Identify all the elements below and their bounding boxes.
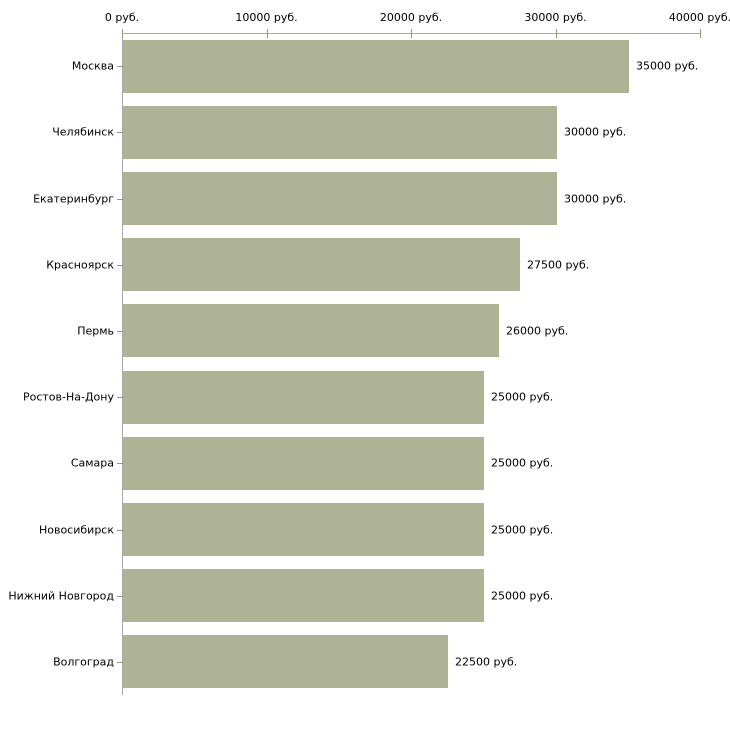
bar-value-label: 22500 руб. xyxy=(455,655,518,669)
y-axis-category-label: Ростов-На-Дону xyxy=(22,390,114,404)
bar-value-label: 25000 руб. xyxy=(491,390,554,404)
x-axis-tick xyxy=(700,29,701,38)
y-axis-tick xyxy=(117,397,123,398)
bar-value-label: 26000 руб. xyxy=(506,324,569,338)
bar-value-label: 30000 руб. xyxy=(564,192,627,205)
x-axis-tick xyxy=(555,29,557,38)
bar-value-label: 25000 руб. xyxy=(491,589,554,603)
x-axis-tick-label: 20000 руб. xyxy=(379,11,443,24)
bar[interactable] xyxy=(123,371,484,424)
y-axis-category-label: Нижний Новгород xyxy=(8,589,114,603)
bar[interactable] xyxy=(123,172,557,225)
y-axis-category-label: Екатеринбург xyxy=(33,192,114,205)
bar[interactable] xyxy=(123,40,629,93)
y-axis-tick xyxy=(117,199,123,200)
y-axis-tick xyxy=(117,596,123,597)
y-axis-category-label: Пермь xyxy=(77,324,114,338)
x-axis-tick-label: 10000 руб. xyxy=(235,11,298,24)
x-axis-tick-label: 30000 руб. xyxy=(524,11,587,24)
bar-value-label: 27500 руб. xyxy=(527,258,590,272)
y-axis-tick xyxy=(117,265,123,266)
bar[interactable] xyxy=(123,106,557,159)
y-axis-category-label: Волгоград xyxy=(53,655,114,669)
y-axis-category-label: Новосибирск xyxy=(38,523,114,536)
bar[interactable] xyxy=(123,635,448,688)
bar-value-label: 30000 руб. xyxy=(564,125,627,139)
x-axis-tick-label: 0 руб. xyxy=(104,11,140,24)
x-axis-tick xyxy=(411,29,412,38)
x-axis-tick xyxy=(122,29,123,38)
y-axis-category-label: Москва xyxy=(71,59,114,73)
y-axis-tick xyxy=(117,331,123,332)
y-axis-tick xyxy=(117,463,123,464)
bar[interactable] xyxy=(123,238,520,291)
bar-value-label: 25000 руб. xyxy=(491,523,554,536)
y-axis-tick xyxy=(117,66,123,67)
x-axis-tick xyxy=(266,29,268,38)
bar-value-label: 35000 руб. xyxy=(636,59,699,73)
bar[interactable] xyxy=(123,437,484,490)
bar[interactable] xyxy=(123,503,484,556)
y-axis-tick xyxy=(117,662,123,663)
bar[interactable] xyxy=(123,304,499,357)
bar[interactable] xyxy=(123,569,484,622)
y-axis-tick xyxy=(117,132,123,133)
bar-value-label: 25000 руб. xyxy=(491,456,554,470)
y-axis-tick xyxy=(117,530,123,531)
y-axis-category-label: Челябинск xyxy=(52,125,114,139)
x-axis-tick-label: 40000 руб. xyxy=(668,11,730,24)
y-axis-line xyxy=(122,33,123,695)
y-axis-category-label: Красноярск xyxy=(46,258,114,272)
y-axis-category-label: Самара xyxy=(70,456,114,470)
